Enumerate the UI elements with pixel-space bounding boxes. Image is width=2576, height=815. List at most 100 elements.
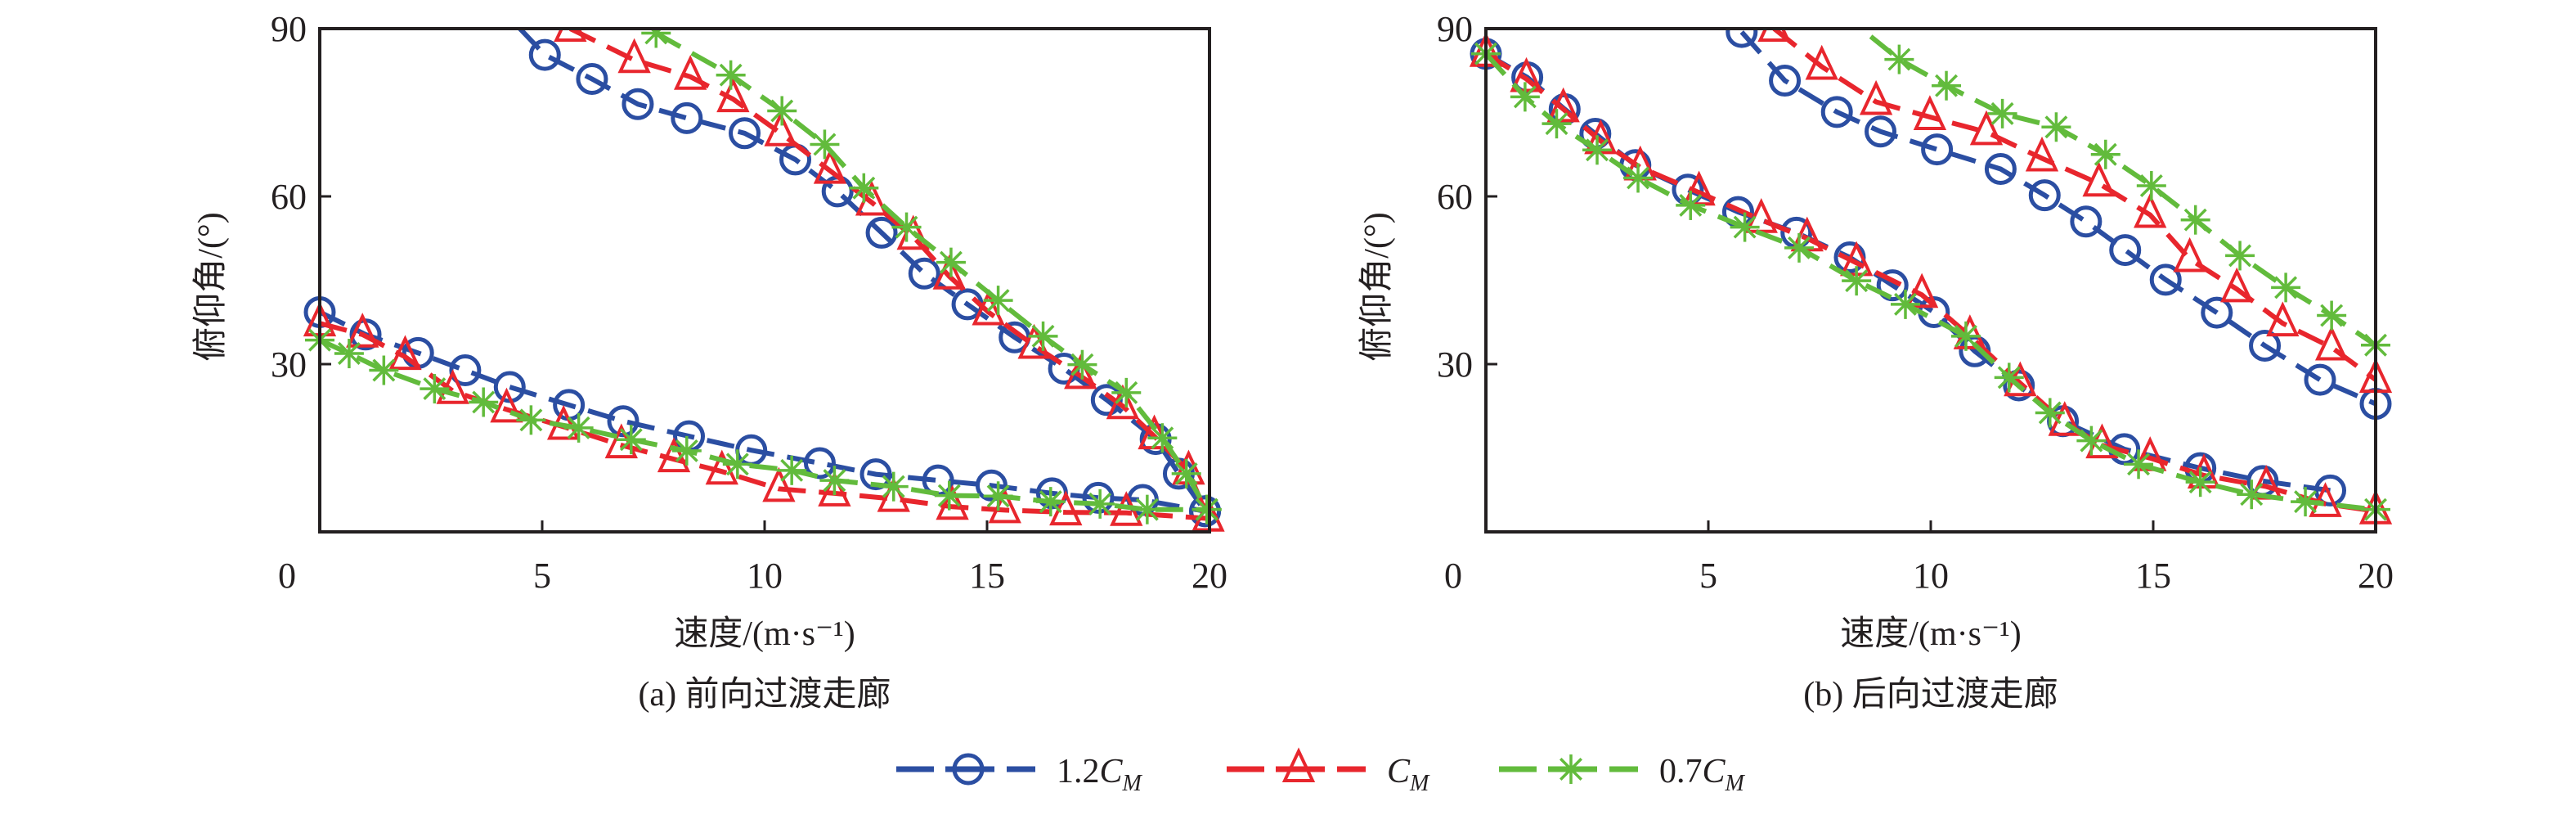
data-point bbox=[2070, 205, 2103, 238]
data-point bbox=[673, 55, 707, 90]
y-tick-label: 30 bbox=[1437, 344, 1473, 385]
x-tick-label: 5 bbox=[1699, 556, 1717, 596]
data-point bbox=[1984, 153, 2017, 186]
legend-marker-triangle-icon bbox=[1281, 747, 1316, 782]
data-point bbox=[2082, 161, 2116, 197]
data-point bbox=[2225, 241, 2255, 271]
data-point bbox=[2201, 296, 2233, 329]
data-point bbox=[1028, 321, 1058, 351]
data-point bbox=[878, 471, 909, 502]
asterisk-stroke bbox=[372, 358, 396, 382]
data-point bbox=[983, 286, 1013, 316]
asterisk-stroke bbox=[2183, 208, 2207, 232]
data-point bbox=[2220, 267, 2254, 303]
asterisk-stroke bbox=[1887, 47, 1911, 71]
data-point bbox=[1035, 487, 1066, 517]
data-point bbox=[2124, 449, 2154, 480]
data-point bbox=[1132, 494, 1162, 525]
y-axis-label: 俯仰角/(°) bbox=[1358, 212, 1396, 361]
data-point bbox=[576, 63, 608, 95]
asterisk-stroke bbox=[519, 408, 543, 432]
data-point bbox=[2314, 474, 2347, 507]
asterisk-stroke bbox=[1545, 112, 1568, 136]
legend-label: CM bbox=[1387, 753, 1430, 796]
plot-area bbox=[303, 29, 1225, 532]
data-point bbox=[616, 425, 646, 455]
data-point bbox=[2041, 112, 2071, 142]
data-point bbox=[607, 405, 640, 438]
asterisk-stroke bbox=[2080, 429, 2103, 453]
data-point bbox=[1769, 65, 1802, 97]
data-point bbox=[2266, 301, 2300, 337]
data-point bbox=[2249, 329, 2282, 362]
plot-area bbox=[1469, 29, 2393, 525]
asterisk-stroke bbox=[675, 439, 698, 462]
legend-item-triangle: CM bbox=[1227, 747, 1430, 796]
data-point bbox=[2134, 192, 2167, 228]
asterisk-stroke bbox=[423, 377, 447, 401]
asterisk-stroke bbox=[2240, 483, 2264, 507]
asterisk-stroke bbox=[1115, 380, 1138, 404]
data-point bbox=[469, 387, 499, 417]
data-point bbox=[819, 466, 850, 496]
asterisk-stroke bbox=[895, 215, 918, 239]
data-point bbox=[1876, 269, 1909, 302]
data-point bbox=[705, 449, 738, 485]
legend-sub: M bbox=[1725, 771, 1746, 796]
data-point bbox=[490, 387, 523, 423]
asterisk-stroke bbox=[2274, 276, 2298, 299]
x-tick-label: 0 bbox=[278, 556, 296, 596]
data-point bbox=[1147, 423, 1178, 453]
data-point bbox=[1192, 494, 1222, 525]
asterisk-stroke bbox=[1195, 498, 1218, 521]
data-point bbox=[716, 60, 746, 90]
data-point bbox=[908, 257, 940, 290]
data-point bbox=[1171, 458, 1201, 489]
asterisk-stroke bbox=[2127, 453, 2151, 476]
asterisk-stroke bbox=[823, 469, 846, 493]
asterisk-stroke bbox=[813, 133, 837, 156]
data-point bbox=[813, 148, 847, 184]
asterisk-stroke bbox=[780, 458, 804, 482]
data-point bbox=[2180, 205, 2210, 235]
data-point bbox=[2076, 426, 2107, 456]
asterisk-stroke bbox=[986, 484, 1010, 508]
y-axis-label: 俯仰角/(°) bbox=[191, 212, 230, 361]
asterisk-stroke bbox=[1031, 324, 1055, 348]
asterisk-stroke bbox=[725, 453, 749, 476]
data-point bbox=[818, 471, 851, 507]
data-point bbox=[803, 447, 836, 480]
data-point bbox=[2090, 139, 2120, 169]
data-point bbox=[1510, 82, 1540, 112]
series-line bbox=[1484, 52, 2376, 514]
data-point bbox=[1913, 95, 1947, 130]
data-point bbox=[1730, 212, 1760, 242]
asterisk-stroke bbox=[939, 250, 963, 274]
series-circle bbox=[303, 29, 1222, 528]
asterisk-stroke bbox=[1679, 193, 1703, 217]
series-triangle bbox=[303, 29, 1225, 532]
data-point bbox=[554, 29, 587, 42]
data-point bbox=[1905, 272, 1939, 308]
asterisk-stroke bbox=[1560, 758, 1582, 781]
legend-main: C bbox=[1100, 753, 1124, 790]
data-point bbox=[420, 374, 450, 404]
series-line bbox=[568, 29, 1211, 520]
data-point bbox=[1784, 232, 1814, 263]
data-point bbox=[865, 216, 898, 249]
x-tick-label: 10 bbox=[1913, 556, 1949, 596]
data-point bbox=[891, 212, 922, 242]
x-axis-label: 速度/(m·s⁻¹) bbox=[1840, 615, 2021, 653]
asterisk-stroke bbox=[1070, 353, 1094, 376]
data-point bbox=[1805, 44, 1838, 80]
asterisk-stroke bbox=[1627, 166, 1650, 190]
asterisk-stroke bbox=[2044, 115, 2068, 139]
data-point bbox=[1969, 110, 2004, 146]
data-point bbox=[2025, 136, 2059, 172]
series-line bbox=[1739, 30, 2377, 407]
chart-panel-a: 0 5 10 15 20 30 60 90 速度/(m·s⁻¹) (a) 前向过渡走廊 俯仰角/(°… bbox=[191, 9, 1227, 714]
data-point bbox=[2035, 398, 2065, 428]
series-line bbox=[319, 321, 1209, 521]
data-point bbox=[2314, 325, 2349, 361]
asterisk-stroke bbox=[1788, 236, 1811, 259]
